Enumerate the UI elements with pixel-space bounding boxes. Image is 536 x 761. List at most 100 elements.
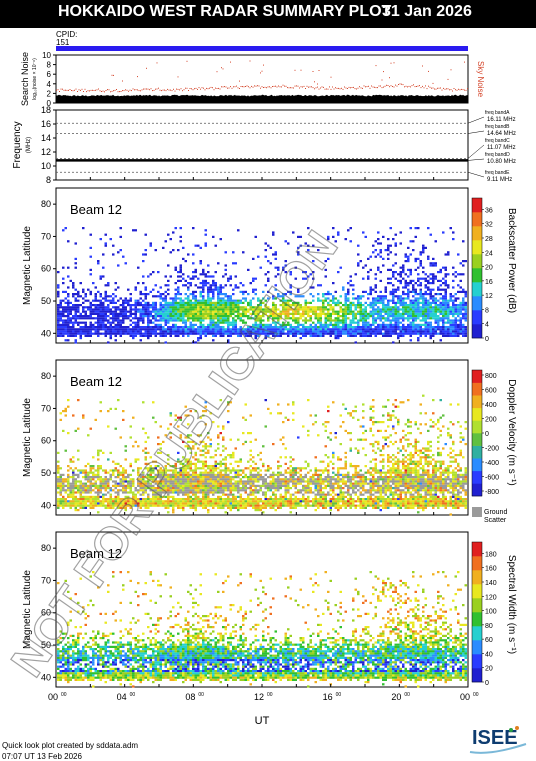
- heatmap-cell: [77, 330, 80, 333]
- heatmap-cell: [177, 504, 180, 507]
- heatmap-cell: [202, 299, 205, 302]
- heatmap-cell: [159, 482, 162, 485]
- heatmap-cell: [349, 323, 352, 326]
- heatmap-cell: [319, 306, 322, 309]
- heatmap-cell: [197, 458, 200, 461]
- heatmap-cell: [427, 282, 430, 285]
- heatmap-cell: [132, 304, 135, 307]
- heatmap-cell: [57, 312, 60, 315]
- heatmap-cell: [377, 297, 380, 300]
- heatmap-cell: [114, 500, 117, 503]
- sky-noise-point: [383, 71, 384, 73]
- heatmap-cell: [144, 500, 147, 503]
- heatmap-cell: [232, 476, 235, 479]
- heatmap-cell: [89, 268, 92, 271]
- heatmap-cell: [392, 323, 395, 326]
- heatmap-cell: [194, 443, 197, 446]
- heatmap-cell: [97, 489, 100, 492]
- sky-noise-point: [182, 90, 183, 92]
- heatmap-cell: [397, 334, 400, 337]
- heatmap-cell: [122, 299, 125, 302]
- heatmap-cell: [167, 321, 170, 324]
- heatmap-cell: [244, 312, 247, 315]
- heatmap-cell: [269, 332, 272, 335]
- heatmap-cell: [189, 301, 192, 304]
- heatmap-cell: [187, 460, 190, 463]
- heatmap-cell: [432, 301, 435, 304]
- heatmap-cell: [424, 306, 427, 309]
- heatmap-cell: [437, 326, 440, 329]
- sky-noise-label: Sky Noise: [476, 61, 485, 98]
- heatmap-cell: [194, 299, 197, 302]
- heatmap-cell: [102, 482, 105, 485]
- heatmap-cell: [79, 282, 82, 285]
- heatmap-cell: [97, 465, 100, 468]
- heatmap-cell: [109, 469, 112, 472]
- frequency-y-label: Frequency: [12, 121, 23, 168]
- heatmap-cell: [409, 227, 412, 230]
- heatmap-cell: [164, 332, 167, 335]
- heatmap-cell: [169, 469, 172, 472]
- heatmap-cell: [169, 504, 172, 507]
- heatmap-cell: [364, 332, 367, 335]
- heatmap-cell: [457, 328, 460, 331]
- sky-noise-point: [150, 88, 152, 90]
- heatmap-cell: [64, 297, 67, 300]
- heatmap-cell: [152, 480, 155, 483]
- heatmap-cell: [289, 271, 292, 274]
- heatmap-cell: [249, 328, 252, 331]
- heatmap-cell: [409, 308, 412, 311]
- heatmap-cell: [332, 328, 335, 331]
- heatmap-cell: [204, 482, 207, 485]
- sky-noise-point: [81, 88, 83, 90]
- heatmap-cell: [199, 312, 202, 315]
- heatmap-cell: [447, 284, 450, 287]
- heatmap-cell: [187, 328, 190, 331]
- heatmap-cell: [277, 319, 280, 322]
- heatmap-cell: [222, 436, 225, 439]
- heatmap-cell: [442, 288, 445, 291]
- heatmap-cell: [229, 323, 232, 326]
- heatmap-cell: [349, 326, 352, 329]
- sky-noise-point: [242, 86, 243, 88]
- heatmap-cell: [64, 478, 67, 481]
- heatmap-cell: [407, 282, 410, 285]
- heatmap-cell: [399, 332, 402, 335]
- heatmap-cell: [454, 332, 457, 335]
- heatmap-cell: [219, 315, 222, 318]
- heatmap-cell: [294, 295, 297, 298]
- heatmap-cell: [149, 498, 152, 501]
- heatmap-cell: [297, 321, 300, 324]
- heatmap-cell: [439, 268, 442, 271]
- heatmap-cell: [144, 458, 147, 461]
- heatmap-cell: [374, 273, 377, 276]
- heatmap-cell: [267, 271, 270, 274]
- heatmap-cell: [184, 312, 187, 315]
- heatmap-cell: [137, 471, 140, 474]
- heatmap-cell: [409, 299, 412, 302]
- heatmap-cell: [89, 293, 92, 296]
- heatmap-cell: [117, 264, 120, 267]
- heatmap-cell: [257, 304, 260, 307]
- heatmap-cell: [142, 478, 145, 481]
- heatmap-cell: [57, 502, 60, 505]
- heatmap-cell: [229, 277, 232, 280]
- heatmap-cell: [227, 277, 230, 280]
- heatmap-cell: [232, 306, 235, 309]
- heatmap-cell: [182, 257, 185, 260]
- heatmap-cell: [59, 319, 62, 322]
- heatmap-cell: [227, 339, 230, 342]
- heatmap-cell: [294, 326, 297, 329]
- heatmap-cell: [462, 332, 465, 335]
- heatmap-cell: [384, 310, 387, 313]
- heatmap-cell: [272, 321, 275, 324]
- heatmap-cell: [92, 489, 95, 492]
- heatmap-cell: [402, 334, 405, 337]
- heatmap-cell: [202, 460, 205, 463]
- heatmap-cell: [209, 476, 212, 479]
- heatmap-cell: [232, 323, 235, 326]
- heatmap-cell: [179, 476, 182, 479]
- heatmap-cell: [104, 506, 107, 509]
- heatmap-cell: [167, 330, 170, 333]
- heatmap-cell: [407, 304, 410, 307]
